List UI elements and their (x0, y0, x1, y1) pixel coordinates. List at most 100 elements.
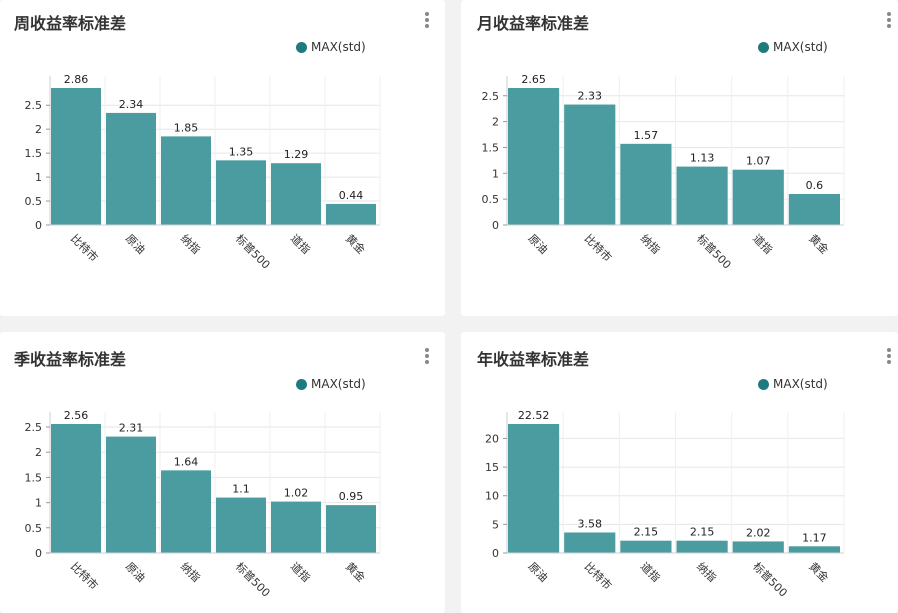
data-label: 0.6 (806, 179, 824, 192)
legend-marker (296, 378, 307, 390)
x-tick-label: 标普500 (694, 231, 734, 271)
x-tick-label: 原油 (525, 231, 550, 256)
bar-chart: 0 0.5 1 1.5 2 2.5 2.86 比特市 2.34 原油 1.85 纳指 1.35 标普500… (25, 73, 381, 272)
data-label: 2.86 (64, 73, 89, 86)
legend-marker (758, 378, 769, 390)
data-label: 1.35 (229, 145, 254, 158)
x-tick-label: 比特市 (582, 559, 615, 592)
data-label: 1.85 (174, 121, 199, 134)
bar-chart: 0 5 10 15 20 22.52 原油 3.58 比特市 2.15 道指 2.15 纳指 2.02 标普… (485, 409, 845, 600)
y-tick-label: 0 (492, 219, 499, 232)
data-label: 1.57 (634, 129, 659, 142)
x-tick-label: 原油 (123, 231, 148, 256)
data-label: 2.02 (746, 526, 771, 539)
bar (788, 546, 840, 553)
x-tick-label: 标普500 (233, 559, 273, 599)
data-label: 1.1 (232, 483, 250, 496)
x-tick-label: 比特市 (68, 559, 101, 592)
x-tick-label: 黄金 (806, 231, 831, 256)
bar (326, 505, 376, 553)
bar-chart: 0 0.5 1 1.5 2 2.5 2.56 比特市 2.31 原油 1.64 纳指 1.1 标普500 1… (25, 409, 381, 600)
y-tick-label: 1.5 (25, 147, 43, 160)
y-tick-label: 2.5 (25, 99, 43, 112)
y-tick-label: 20 (485, 432, 499, 445)
data-label: 1.02 (284, 487, 309, 500)
more-options-icon[interactable] (884, 348, 894, 368)
bar (216, 497, 266, 553)
more-options-icon[interactable] (422, 348, 432, 368)
x-tick-label: 纳指 (694, 559, 719, 584)
bar (161, 470, 211, 553)
bar-chart: 0 0.5 1 1.5 2 2.5 2.65 原油 2.33 比特市 1.57 纳指 1.13 标普500… (482, 73, 845, 272)
x-tick-label: 比特市 (582, 231, 615, 264)
bar (620, 540, 672, 553)
legend-marker (296, 41, 307, 53)
data-label: 2.15 (634, 526, 659, 539)
y-tick-label: 1 (35, 171, 42, 184)
y-tick-label: 5 (492, 518, 499, 531)
chart-title: 年收益率标准差 (477, 350, 590, 369)
y-tick-label: 1.5 (25, 471, 43, 484)
chart-title: 季收益率标准差 (14, 350, 127, 369)
bar (51, 88, 101, 225)
bar (564, 104, 616, 225)
more-options-icon[interactable] (884, 12, 894, 32)
y-tick-label: 0.5 (482, 193, 500, 206)
bar (106, 112, 156, 225)
bar (271, 501, 321, 553)
legend[interactable]: MAX(std) (296, 40, 366, 54)
data-label: 2.56 (64, 409, 89, 422)
x-tick-label: 纳指 (178, 559, 203, 584)
bar (732, 541, 784, 553)
y-tick-label: 0.5 (25, 522, 43, 535)
data-label: 2.15 (690, 526, 715, 539)
bar (788, 193, 840, 225)
x-tick-label: 道指 (288, 231, 313, 256)
data-label: 1.64 (174, 455, 199, 468)
bar (106, 436, 156, 553)
y-tick-label: 2.5 (482, 90, 500, 103)
data-label: 1.07 (746, 155, 771, 168)
legend-label: MAX(std) (773, 377, 828, 391)
y-tick-label: 2.5 (25, 421, 43, 434)
x-tick-label: 纳指 (178, 231, 203, 256)
bar (732, 169, 784, 225)
chart-title: 周收益率标准差 (14, 14, 127, 33)
bar (676, 540, 728, 553)
chart-card-quarterly: 季收益率标准差 MAX(std) 0 0.5 1 1.5 2 2.5 2.56 比特市 2.31… (0, 332, 445, 613)
x-tick-label: 原油 (525, 559, 550, 584)
chart-card-yearly: 年收益率标准差 MAX(std) 0 5 10 15 20 22.52 原油 3.58 比特市 2… (461, 332, 898, 613)
x-tick-label: 标普500 (750, 559, 790, 599)
y-tick-label: 1.5 (482, 141, 500, 154)
chart-card-monthly: 月收益率标准差 MAX(std) 0 0.5 1 1.5 2 2.5 2.65 原油 2.33 比… (461, 0, 898, 316)
chart-title: 月收益率标准差 (477, 14, 590, 33)
bar (676, 166, 728, 225)
x-tick-label: 道指 (288, 559, 313, 584)
data-label: 2.34 (119, 98, 144, 111)
bar (161, 136, 211, 225)
x-tick-label: 比特市 (68, 231, 101, 264)
y-tick-label: 10 (485, 490, 499, 503)
data-label: 1.13 (690, 152, 715, 165)
x-tick-label: 黄金 (343, 559, 368, 584)
y-tick-label: 2 (35, 446, 42, 459)
bar (271, 163, 321, 225)
data-label: 22.52 (518, 409, 550, 422)
x-tick-label: 标普500 (233, 231, 273, 271)
y-tick-label: 0.5 (25, 195, 43, 208)
legend[interactable]: MAX(std) (296, 377, 366, 391)
x-tick-label: 原油 (123, 559, 148, 584)
legend-label: MAX(std) (311, 40, 366, 54)
data-label: 2.31 (119, 422, 144, 435)
x-tick-label: 道指 (750, 231, 775, 256)
legend[interactable]: MAX(std) (758, 377, 828, 391)
data-label: 3.58 (578, 517, 603, 530)
y-tick-label: 0 (492, 547, 499, 560)
x-tick-label: 道指 (638, 559, 663, 584)
more-options-icon[interactable] (422, 12, 432, 32)
data-label: 2.65 (521, 73, 546, 86)
x-tick-label: 纳指 (638, 231, 663, 256)
legend[interactable]: MAX(std) (758, 40, 828, 54)
bar (620, 143, 672, 225)
y-tick-label: 15 (485, 461, 499, 474)
